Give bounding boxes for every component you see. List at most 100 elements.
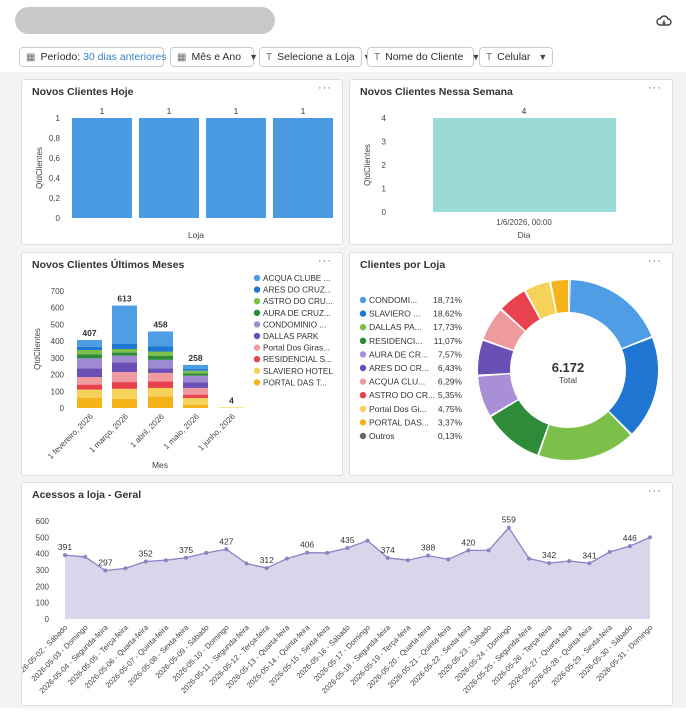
panel-novos-clientes-semana: Novos Clientes Nessa Semana ··· 0 1 2 3 4 Qtd…	[349, 79, 673, 245]
y-axis-label: QtdClientes	[35, 147, 44, 189]
y-tick-label: 4	[382, 114, 387, 123]
x-axis-label: Dia	[518, 230, 531, 240]
more-options-icon[interactable]: ···	[318, 82, 332, 94]
legend-label: ACQUA CLUBE ...	[263, 274, 330, 283]
y-tick-label: 300	[36, 566, 50, 575]
filter-mes-ano[interactable]: ▦ Mês e Ano ▼	[170, 47, 258, 67]
y-tick-label: 400	[51, 337, 65, 346]
donut-slice	[478, 340, 514, 375]
legend-swatch	[359, 337, 367, 344]
stacked-bar-segment	[77, 377, 102, 385]
data-point	[567, 559, 572, 564]
legend-label: AURA DE CRUZ...	[263, 309, 331, 318]
dashboard-header	[0, 0, 686, 44]
y-tick-label: 500	[51, 320, 65, 329]
bar	[206, 118, 266, 218]
stacked-bar-segment	[183, 382, 208, 388]
donut-slice	[502, 291, 540, 331]
more-options-icon[interactable]: ···	[648, 485, 662, 497]
legend-label: AURA DE CR...	[369, 349, 428, 359]
y-tick-label: 400	[36, 550, 50, 559]
data-point	[627, 544, 632, 549]
filter-celular[interactable]: T Celular ▼	[479, 47, 553, 67]
legend-label: RESIDENCI...	[369, 336, 422, 346]
x-tick-label: 1 abril, 2026	[128, 412, 166, 450]
bar-total-label: 458	[153, 319, 167, 329]
data-point	[405, 558, 410, 563]
bar	[139, 118, 199, 218]
series-line	[64, 526, 651, 572]
data-point	[345, 545, 350, 550]
data-point	[587, 561, 592, 566]
y-tick-label: 0,6	[49, 154, 61, 163]
y-tick-label: 100	[36, 599, 50, 608]
legend-label: ARES DO CRUZ...	[263, 286, 332, 295]
y-tick-label: 300	[51, 354, 65, 363]
stacked-bar-segment	[112, 355, 137, 363]
stacked-bar-segment	[77, 346, 102, 351]
legend-swatch	[359, 392, 367, 399]
data-point	[224, 547, 229, 552]
y-tick-label: 600	[51, 304, 65, 313]
chevron-down-icon: ▼	[538, 52, 548, 62]
legend-label: Outros	[369, 431, 395, 441]
filter-nome-cliente[interactable]: T Nome do Cliente ▼	[367, 47, 480, 67]
y-tick-label: 0	[56, 214, 61, 223]
stacked-bar-segment	[112, 382, 137, 389]
stacked-bar-segment	[183, 404, 208, 408]
more-options-icon[interactable]: ···	[648, 82, 662, 94]
stacked-bar-segment	[183, 369, 208, 371]
bar-total-label: 407	[82, 328, 96, 338]
panel-novos-clientes-meses: Novos Clientes Últimos Meses ··· 0 100 200…	[21, 252, 343, 476]
bar-data-label: 1	[100, 106, 105, 116]
legend-swatch	[253, 298, 261, 305]
data-point	[244, 561, 249, 566]
data-point	[305, 550, 310, 555]
legend-swatch	[359, 296, 367, 304]
legend-label: CONDOMINIO ...	[263, 320, 326, 329]
legend-percent: 17,73%	[433, 322, 462, 332]
y-tick-label: 1	[56, 114, 61, 123]
chart-week: 0 1 2 3 4 QtdClientes Dia 4 1/6/2026, 00:00	[363, 106, 616, 240]
data-point	[365, 538, 370, 543]
filter-loja[interactable]: T Selecione a Loja ▼	[259, 47, 372, 67]
stacked-bar-segment	[148, 368, 173, 373]
stacked-bar-segment	[183, 397, 208, 405]
legend-percent: 6,29%	[438, 377, 463, 387]
data-point	[607, 550, 612, 555]
data-point	[486, 548, 491, 553]
filter-bar: ▦ Período: 30 dias anteriores ✕ ▦ Mês e …	[0, 44, 686, 72]
stacked-bar-segment	[183, 364, 208, 370]
x-tick-label: 1 fevereiro, 2026	[46, 412, 95, 461]
legend-label: ASTRO DO CR...	[369, 390, 435, 400]
donut-slice	[568, 280, 570, 313]
data-point	[426, 553, 431, 558]
x-tick-label: 1 maio, 2026	[162, 412, 201, 451]
stacked-bar-segment	[77, 384, 102, 390]
x-axis-label: Loja	[188, 230, 204, 240]
filter-periodo[interactable]: ▦ Período: 30 dias anteriores ✕	[19, 47, 184, 67]
legend-swatch	[359, 419, 367, 426]
legend-swatch	[359, 351, 367, 358]
stacked-bar-segment	[148, 331, 173, 347]
data-point	[325, 550, 330, 555]
point-data-label: 427	[219, 536, 233, 546]
point-data-label: 352	[139, 549, 153, 559]
legend-percent: 0,13%	[438, 431, 463, 441]
more-options-icon[interactable]: ···	[318, 255, 332, 267]
point-data-label: 420	[461, 537, 475, 547]
stacked-bar-segment	[77, 339, 102, 347]
data-point	[506, 525, 511, 530]
x-axis-label: Mes	[152, 460, 168, 470]
y-tick-label: 0,8	[49, 134, 61, 143]
stacked-bar-segment	[77, 397, 102, 408]
bar-total-label: 4	[229, 395, 234, 405]
cloud-sync-icon[interactable]	[656, 14, 672, 28]
point-data-label: 312	[260, 555, 274, 565]
stacked-bar-segment	[148, 372, 173, 382]
panel-novos-clientes-hoje: Novos Clientes Hoje ··· 0 0,2 0,4 0,6 0,8 1 Qt…	[21, 79, 343, 245]
legend-swatch	[253, 367, 261, 374]
legend-swatch	[253, 344, 261, 351]
legend-swatch	[359, 378, 367, 385]
more-options-icon[interactable]: ···	[648, 255, 662, 267]
